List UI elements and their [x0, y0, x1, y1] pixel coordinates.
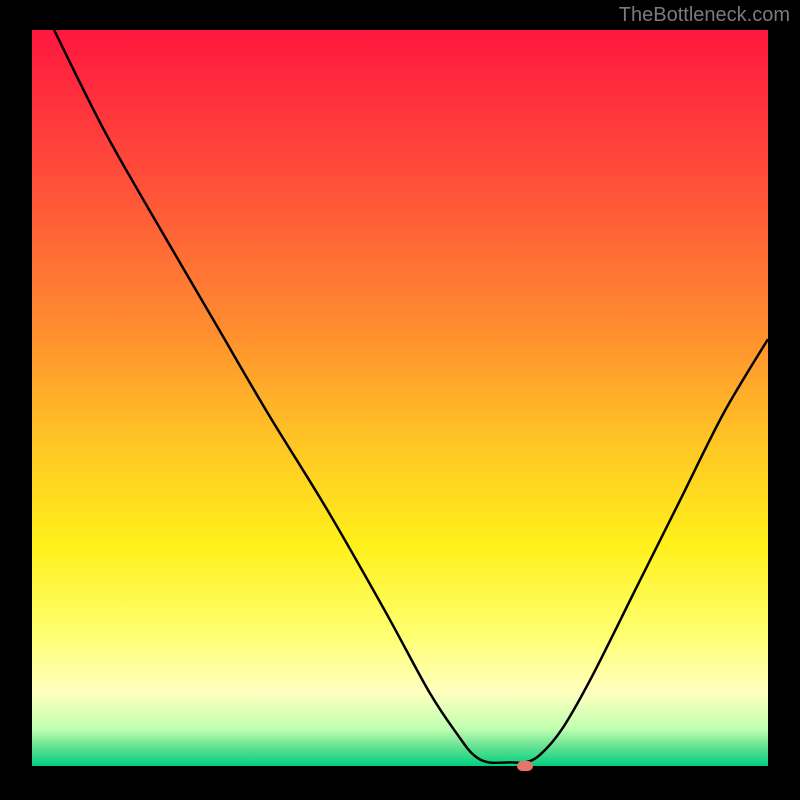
- chart-container: TheBottleneck.com: [0, 0, 800, 800]
- optimal-point-marker: [517, 761, 533, 771]
- plot-svg: [32, 30, 768, 766]
- plot-area: [32, 30, 768, 766]
- gradient-background: [32, 30, 768, 766]
- watermark-text: TheBottleneck.com: [619, 4, 790, 27]
